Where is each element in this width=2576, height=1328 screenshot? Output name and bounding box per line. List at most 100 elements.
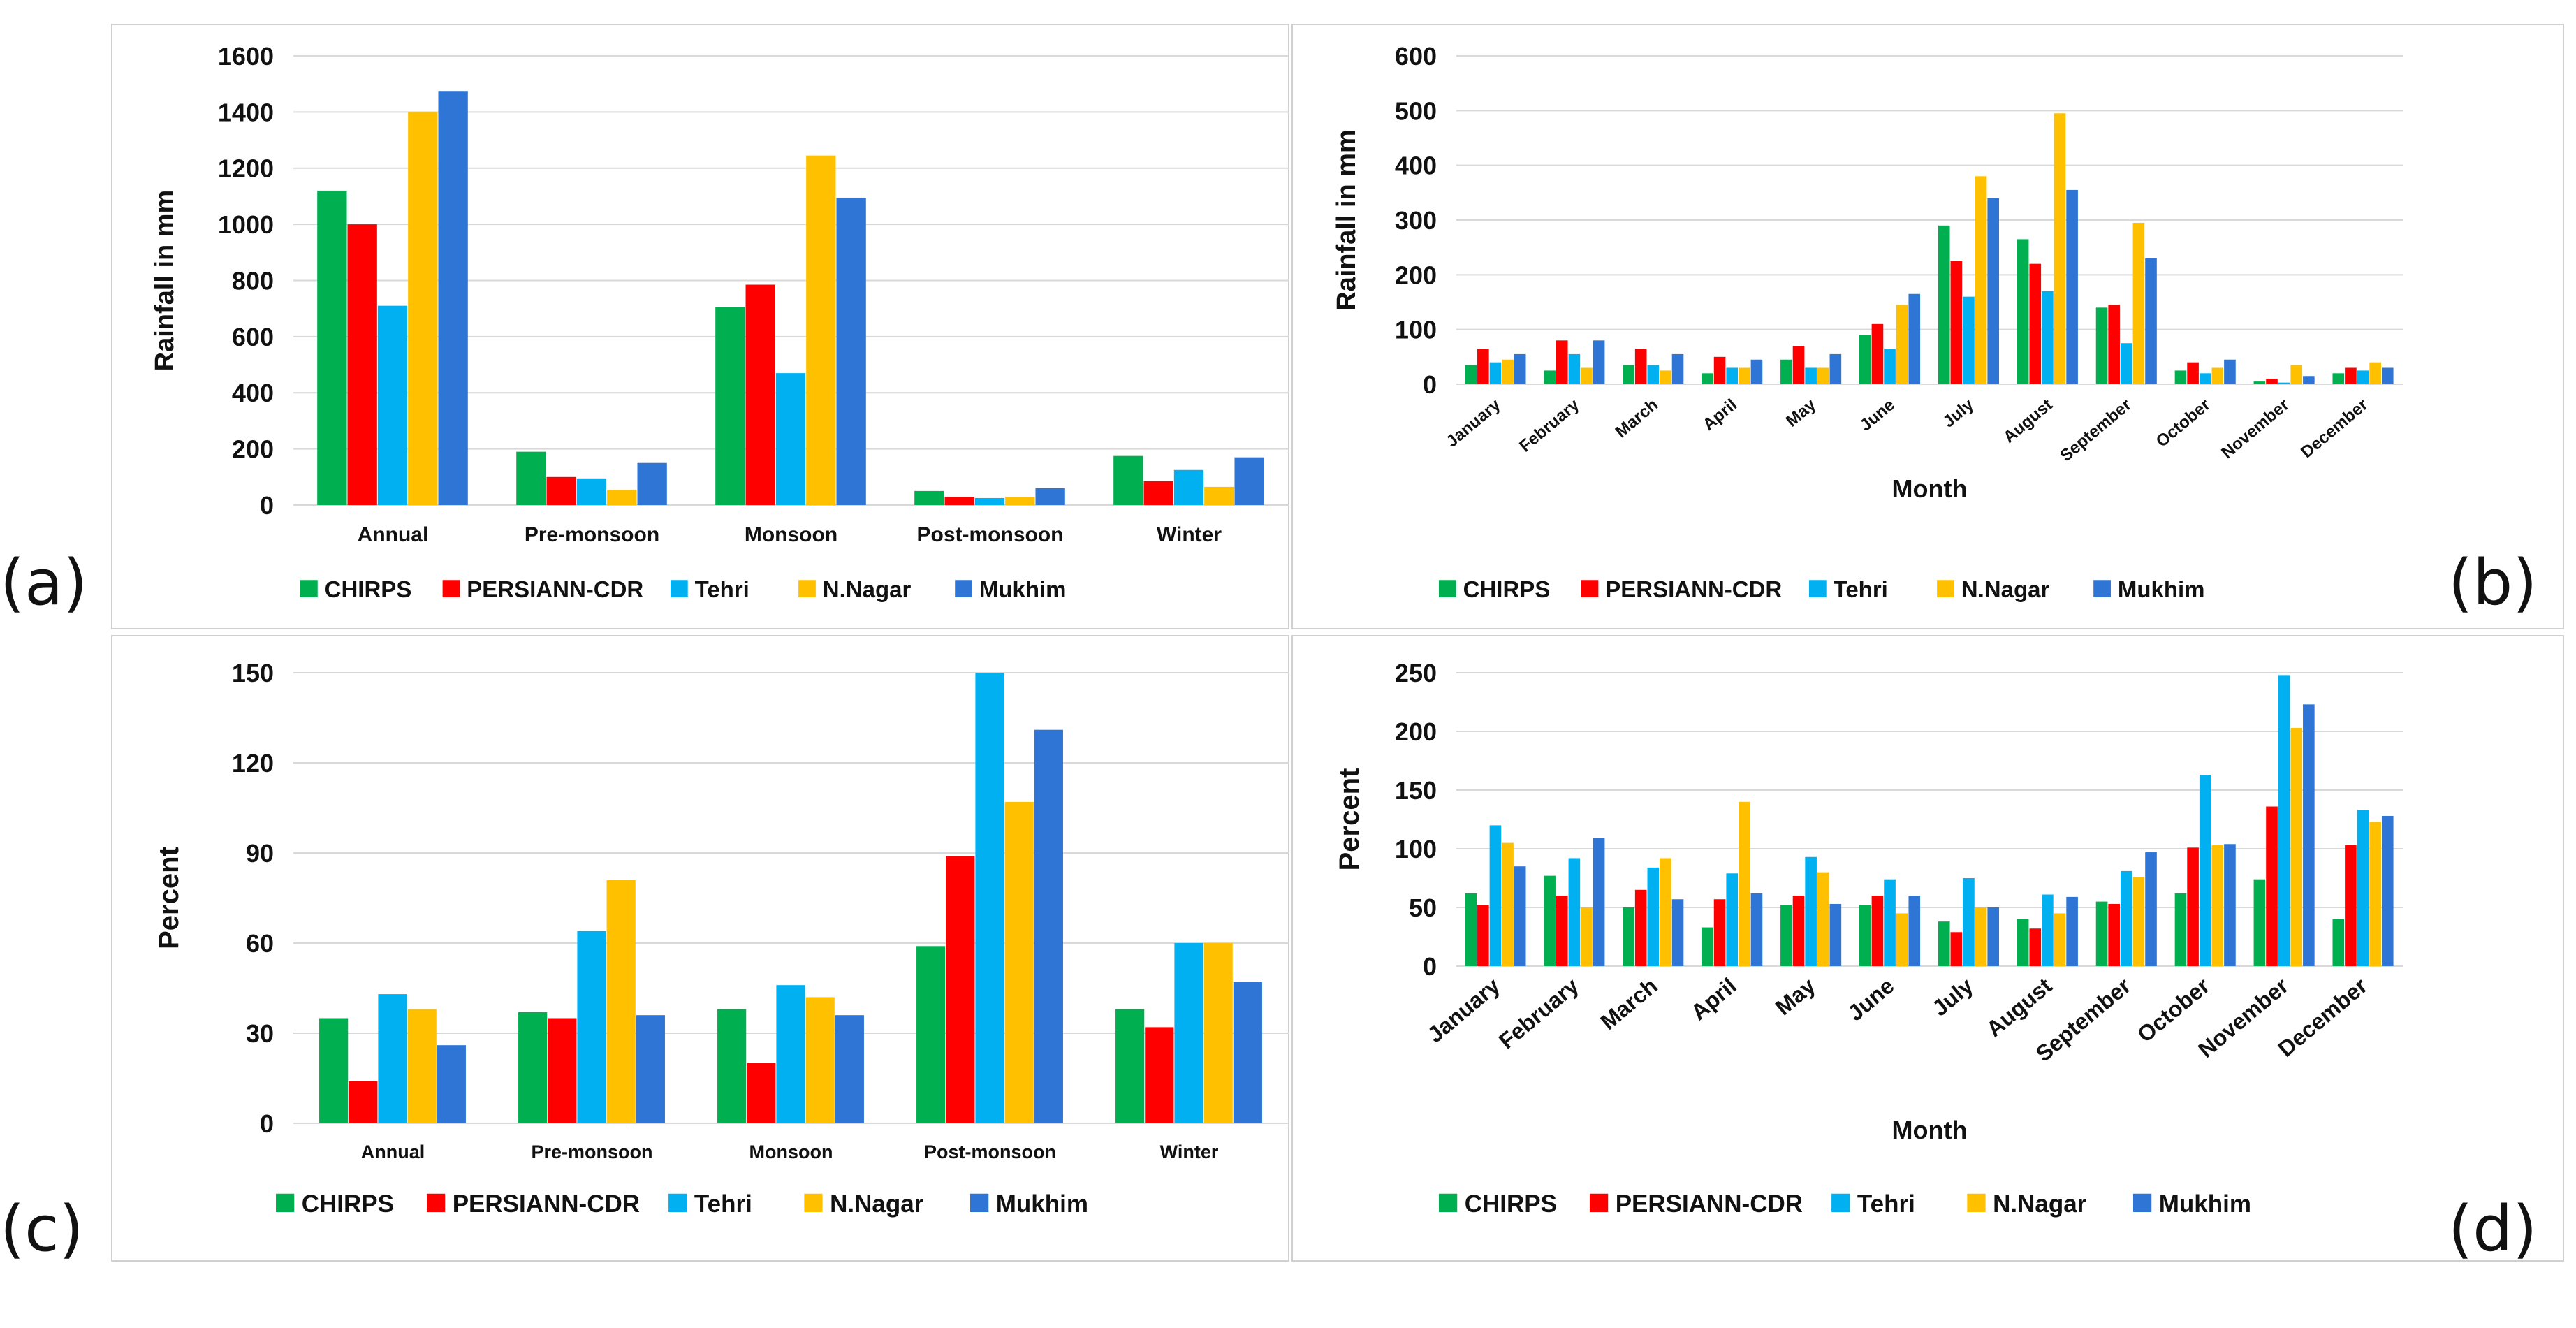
bar-chirps-december (2332, 373, 2345, 384)
y-tick-label: 1200 (218, 154, 274, 183)
legend-swatch-mukhim (2093, 580, 2111, 597)
y-tick-label: 60 (246, 929, 274, 958)
bar-persiann-cdr-january (1477, 349, 1489, 384)
legend-label-chirps: CHIRPS (325, 576, 412, 602)
legend-swatch-persiann-cdr (426, 1193, 446, 1212)
bar-mukhim-september (2145, 258, 2157, 384)
bar-persiann-cdr-august (2029, 263, 2042, 384)
bar-chirps-august (2017, 919, 2029, 966)
legend-swatch-n-nagar (798, 580, 816, 597)
panel-letter: (c) (0, 1192, 84, 1266)
legend-label-chirps: CHIRPS (1463, 576, 1551, 602)
bar-chirps-may (1780, 905, 1792, 966)
bar-mukhim-annual (437, 1045, 466, 1123)
y-tick-label: 200 (232, 435, 274, 464)
bar-tehri-august (2042, 894, 2054, 966)
bar-tehri-june (1884, 879, 1896, 966)
bar-chirps-winter (1113, 455, 1143, 505)
bar-chirps-annual (319, 1018, 349, 1123)
bar-mukhim-may (1829, 353, 1842, 384)
bar-chirps-monsoon (715, 307, 745, 505)
bar-chirps-january (1465, 893, 1477, 966)
y-tick-label: 0 (260, 491, 274, 520)
bar-mukhim-monsoon (835, 1015, 864, 1123)
bar-chirps-march (1623, 365, 1634, 384)
bar-n-nagar-july (1975, 176, 1987, 385)
bar-mukhim-march (1671, 899, 1684, 966)
y-tick-label: 150 (1395, 776, 1437, 805)
bar-persiann-cdr-march (1634, 889, 1647, 966)
legend: CHIRPS PERSIANN-CDR Tehri N.Nagar Mukhim (276, 1190, 1088, 1218)
legend: CHIRPS PERSIANN-CDR Tehri N.Nagar Mukhim (1439, 1190, 2251, 1218)
bar-mukhim-annual (438, 91, 468, 505)
x-tick-label: Winter (1160, 1141, 1219, 1162)
panel-c-frame (111, 635, 1289, 1262)
x-tick-label: Annual (358, 523, 429, 546)
bar-persiann-cdr-september (2108, 305, 2120, 384)
legend-label-tehri: Tehri (695, 576, 749, 602)
bar-tehri-post-monsoon (974, 497, 1005, 505)
legend-label-chirps: CHIRPS (302, 1190, 394, 1218)
y-tick-label: 200 (1395, 261, 1437, 289)
legend-label-persiann-cdr: PERSIANN-CDR (1605, 576, 1782, 602)
x-tick-label: Monsoon (745, 523, 837, 546)
bar-tehri-november (2278, 382, 2290, 384)
bar-tehri-june (1884, 349, 1896, 384)
y-tick-label: 150 (232, 659, 274, 687)
y-tick-label: 800 (232, 266, 274, 295)
bar-persiann-cdr-july (1950, 261, 1963, 384)
y-axis-label: Rainfall in mm (1332, 129, 1361, 311)
bar-tehri-september (2120, 343, 2132, 384)
bar-n-nagar-january (1502, 359, 1514, 384)
bar-persiann-cdr-april (1713, 356, 1726, 384)
legend-swatch-persiann-cdr (1581, 580, 1599, 597)
bar-tehri-may (1805, 367, 1817, 384)
bar-persiann-cdr-annual (349, 1081, 378, 1123)
bar-mukhim-september (2145, 852, 2157, 966)
bar-n-nagar-winter (1203, 943, 1233, 1123)
bar-n-nagar-june (1896, 305, 1908, 384)
y-tick-label: 0 (1423, 370, 1437, 399)
bar-n-nagar-august (2054, 113, 2066, 384)
bar-n-nagar-annual (408, 112, 438, 505)
bar-tehri-monsoon (775, 373, 806, 505)
bar-persiann-cdr-march (1634, 349, 1647, 384)
bar-tehri-october (2199, 373, 2211, 384)
bar-persiann-cdr-august (2029, 928, 2042, 966)
bar-tehri-july (1963, 878, 1975, 966)
bar-persiann-cdr-annual (347, 224, 377, 505)
bar-mukhim-november (2303, 376, 2315, 384)
bar-mukhim-june (1908, 293, 1921, 384)
bar-tehri-january (1489, 825, 1502, 966)
bar-persiann-cdr-april (1713, 899, 1726, 966)
bar-chirps-april (1702, 927, 1713, 966)
bar-mukhim-monsoon (836, 197, 866, 505)
bar-persiann-cdr-may (1792, 896, 1805, 966)
bar-n-nagar-september (2132, 877, 2145, 966)
bar-chirps-january (1465, 365, 1477, 384)
bar-n-nagar-annual (407, 1009, 437, 1123)
legend-swatch-mukhim (2133, 1193, 2152, 1212)
y-axis-label: Percent (154, 847, 184, 949)
legend-label-mukhim: Mukhim (2159, 1190, 2251, 1218)
bar-chirps-april (1702, 373, 1713, 384)
bar-persiann-cdr-december (2345, 367, 2357, 384)
bar-tehri-november (2278, 675, 2290, 966)
bar-n-nagar-june (1896, 913, 1908, 966)
y-tick-label: 1400 (218, 98, 274, 126)
x-tick-label: Pre-monsoon (531, 1141, 652, 1162)
y-tick-label: 100 (1395, 316, 1437, 344)
x-tick-label: Pre-monsoon (525, 523, 659, 546)
bar-mukhim-march (1671, 353, 1684, 384)
bar-n-nagar-march (1660, 858, 1671, 966)
legend: CHIRPS PERSIANN-CDR Tehri N.Nagar Mukhim (300, 576, 1067, 602)
bar-tehri-december (2357, 810, 2369, 966)
legend-label-tehri: Tehri (1857, 1190, 1915, 1218)
bar-tehri-may (1805, 856, 1817, 966)
bar-chirps-monsoon (717, 1009, 747, 1123)
bar-n-nagar-monsoon (805, 997, 835, 1123)
bar-persiann-cdr-november (2266, 379, 2278, 384)
legend-label-mukhim: Mukhim (996, 1190, 1088, 1218)
bar-persiann-cdr-post-monsoon (946, 856, 975, 1123)
bar-persiann-cdr-july (1950, 932, 1963, 966)
